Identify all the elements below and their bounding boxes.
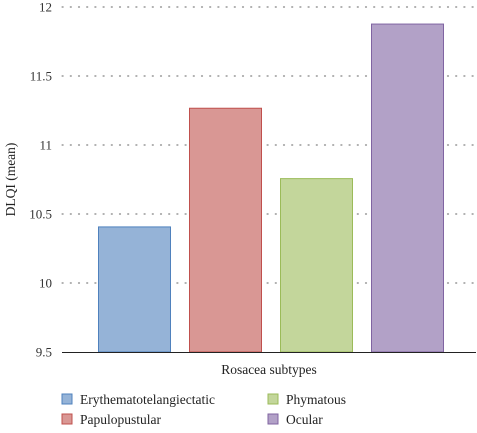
y-tick-label: 10 xyxy=(39,276,52,291)
y-tick-label: 11 xyxy=(39,138,52,153)
y-axis-title: DLQI (mean) xyxy=(3,143,18,217)
bar xyxy=(189,107,262,353)
y-tick-label: 11.5 xyxy=(30,69,52,84)
legend-swatch xyxy=(267,393,279,405)
y-tick-label: 10.5 xyxy=(29,207,52,222)
bar xyxy=(371,23,444,353)
y-tick-label: 12 xyxy=(39,0,52,15)
legend-swatch xyxy=(267,413,279,425)
bar xyxy=(280,178,353,353)
legend: Erythematotelangiectatic Papulopustular Ph… xyxy=(61,392,346,427)
bars xyxy=(98,23,444,353)
y-tick-label: 9.5 xyxy=(36,345,52,360)
legend-label: Erythematotelangiectatic xyxy=(80,392,215,407)
legend-swatch xyxy=(61,413,73,425)
legend-swatch xyxy=(61,393,73,405)
y-tick-labels: 9.5 10 10.5 11 11.5 12 xyxy=(29,0,52,360)
legend-label: Phymatous xyxy=(286,392,346,407)
legend-label: Ocular xyxy=(286,412,323,427)
legend-label: Papulopustular xyxy=(80,412,161,427)
bar xyxy=(98,226,171,353)
x-axis-title: Rosacea subtypes xyxy=(221,362,317,377)
